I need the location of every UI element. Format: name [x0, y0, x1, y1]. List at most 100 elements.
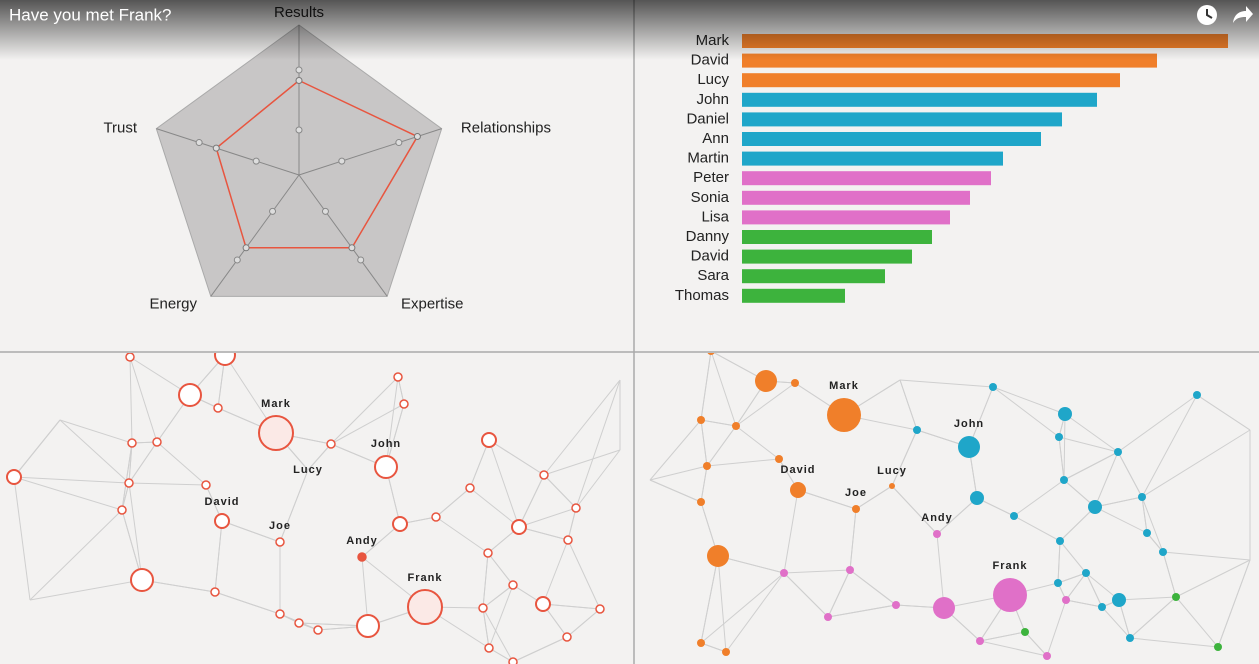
network-edge: [543, 379, 621, 476]
network-edge: [518, 474, 545, 528]
network-edge: [13, 476, 130, 484]
watch-later-button[interactable]: [1197, 5, 1217, 25]
network-edge: [711, 353, 737, 427]
network-left: Mark David Joe John Andy Frank Lucy: [6, 353, 621, 664]
radar-point: [413, 133, 421, 141]
network-edge: [128, 482, 207, 486]
network-edge: [1217, 559, 1251, 648]
network-edge: [469, 487, 520, 528]
bar-label: Martin: [687, 150, 729, 167]
network-edge: [129, 356, 158, 443]
network-node: [697, 498, 705, 506]
bar-label: Sara: [697, 267, 729, 284]
network-edge: [700, 642, 727, 653]
network-node: [1058, 407, 1072, 421]
network-edge: [13, 419, 61, 478]
network-node: [125, 353, 135, 362]
network-node: [484, 643, 494, 653]
network-edge: [13, 476, 31, 601]
network-edge: [488, 439, 520, 528]
radar-axis: [298, 174, 388, 297]
network-node: [824, 613, 832, 621]
network-edge: [385, 376, 399, 468]
network-node: [356, 614, 380, 638]
network-node: [1214, 643, 1222, 651]
network-node: [913, 426, 921, 434]
radar-tick: [233, 256, 241, 264]
network-edge: [992, 386, 1066, 415]
radar-point: [212, 144, 220, 152]
radar-axis-label: Relationships: [461, 120, 551, 137]
network-edge: [1146, 532, 1164, 553]
network-edge: [1129, 596, 1177, 639]
network-node: [697, 639, 705, 647]
network-edge: [725, 572, 785, 653]
network-node: [697, 416, 705, 424]
network-node: [213, 403, 223, 413]
share-button[interactable]: [1233, 6, 1253, 23]
network-node: [1098, 603, 1106, 611]
network-edge: [1141, 496, 1164, 553]
network-edge: [214, 520, 223, 593]
network-node: [1021, 628, 1029, 636]
video-title[interactable]: Have you met Frank?: [9, 5, 172, 24]
network-edge: [1046, 599, 1067, 657]
network-edge: [221, 520, 281, 543]
network-edge: [307, 443, 332, 471]
network-node: [846, 566, 854, 574]
network-node: [722, 648, 730, 656]
network-edge: [542, 539, 569, 605]
network-edge: [706, 425, 737, 467]
radar-tick: [321, 207, 329, 215]
network-edge: [649, 479, 702, 503]
bar-label: Peter: [693, 169, 729, 186]
radar-tick: [338, 157, 346, 165]
network-node: [755, 370, 777, 392]
radar-tick: [252, 157, 260, 165]
radar-tick: [395, 139, 403, 147]
network-edge: [575, 449, 621, 509]
network-edge: [649, 465, 708, 481]
network-edge: [542, 603, 601, 610]
bar-label: David: [691, 248, 729, 265]
network-edge: [567, 507, 577, 541]
network-node: [703, 462, 711, 470]
bar: [742, 249, 912, 264]
network-edge: [435, 516, 489, 554]
network-edge: [1094, 496, 1143, 508]
bar: [742, 288, 845, 303]
network-edge: [1085, 572, 1120, 601]
network-node: [933, 597, 955, 619]
network-node: [889, 483, 895, 489]
network-edge: [1117, 451, 1143, 498]
network-node: [6, 469, 22, 485]
network-node: [790, 482, 806, 498]
network-node: [214, 353, 236, 366]
network-edge: [1175, 596, 1219, 648]
node-label: David: [781, 464, 816, 476]
network-node: [275, 537, 285, 547]
node-label: John: [371, 438, 401, 450]
network-edge: [700, 572, 785, 644]
bar-label: Danny: [686, 228, 730, 245]
network-edge: [330, 376, 399, 445]
network-edge: [891, 485, 938, 535]
network-node: [392, 516, 408, 532]
network-edge: [482, 584, 514, 609]
radar-tick: [195, 139, 203, 147]
network-node: [791, 379, 799, 387]
network-edge: [891, 429, 918, 487]
network-edge: [59, 419, 133, 444]
radar-point: [348, 244, 356, 252]
network-edge: [1101, 606, 1131, 639]
bar-label: Ann: [702, 130, 729, 147]
network-node: [852, 505, 860, 513]
radar-chart: ResultsRelationshipsExpertiseEnergyTrust: [103, 4, 551, 312]
network-edge: [482, 607, 490, 649]
network-node: [326, 439, 336, 449]
radar-axis-label: Trust: [103, 120, 137, 137]
node-label: Frank: [993, 560, 1028, 572]
network-edge: [849, 508, 857, 571]
network-edge: [128, 441, 158, 484]
